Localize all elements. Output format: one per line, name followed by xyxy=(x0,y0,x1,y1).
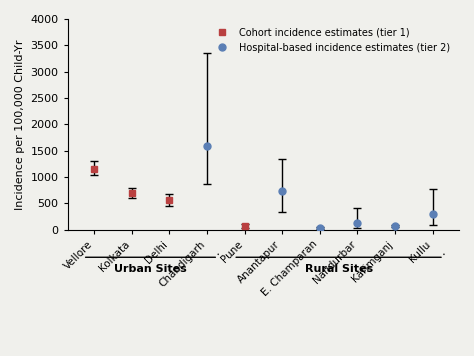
Y-axis label: Incidence per 100,000 Child-Yr: Incidence per 100,000 Child-Yr xyxy=(15,39,25,210)
Text: Urban Sites: Urban Sites xyxy=(114,263,187,274)
Legend: Cohort incidence estimates (tier 1), Hospital-based incidence estimates (tier 2): Cohort incidence estimates (tier 1), Hos… xyxy=(208,24,454,57)
Text: Rural Sites: Rural Sites xyxy=(304,263,373,274)
